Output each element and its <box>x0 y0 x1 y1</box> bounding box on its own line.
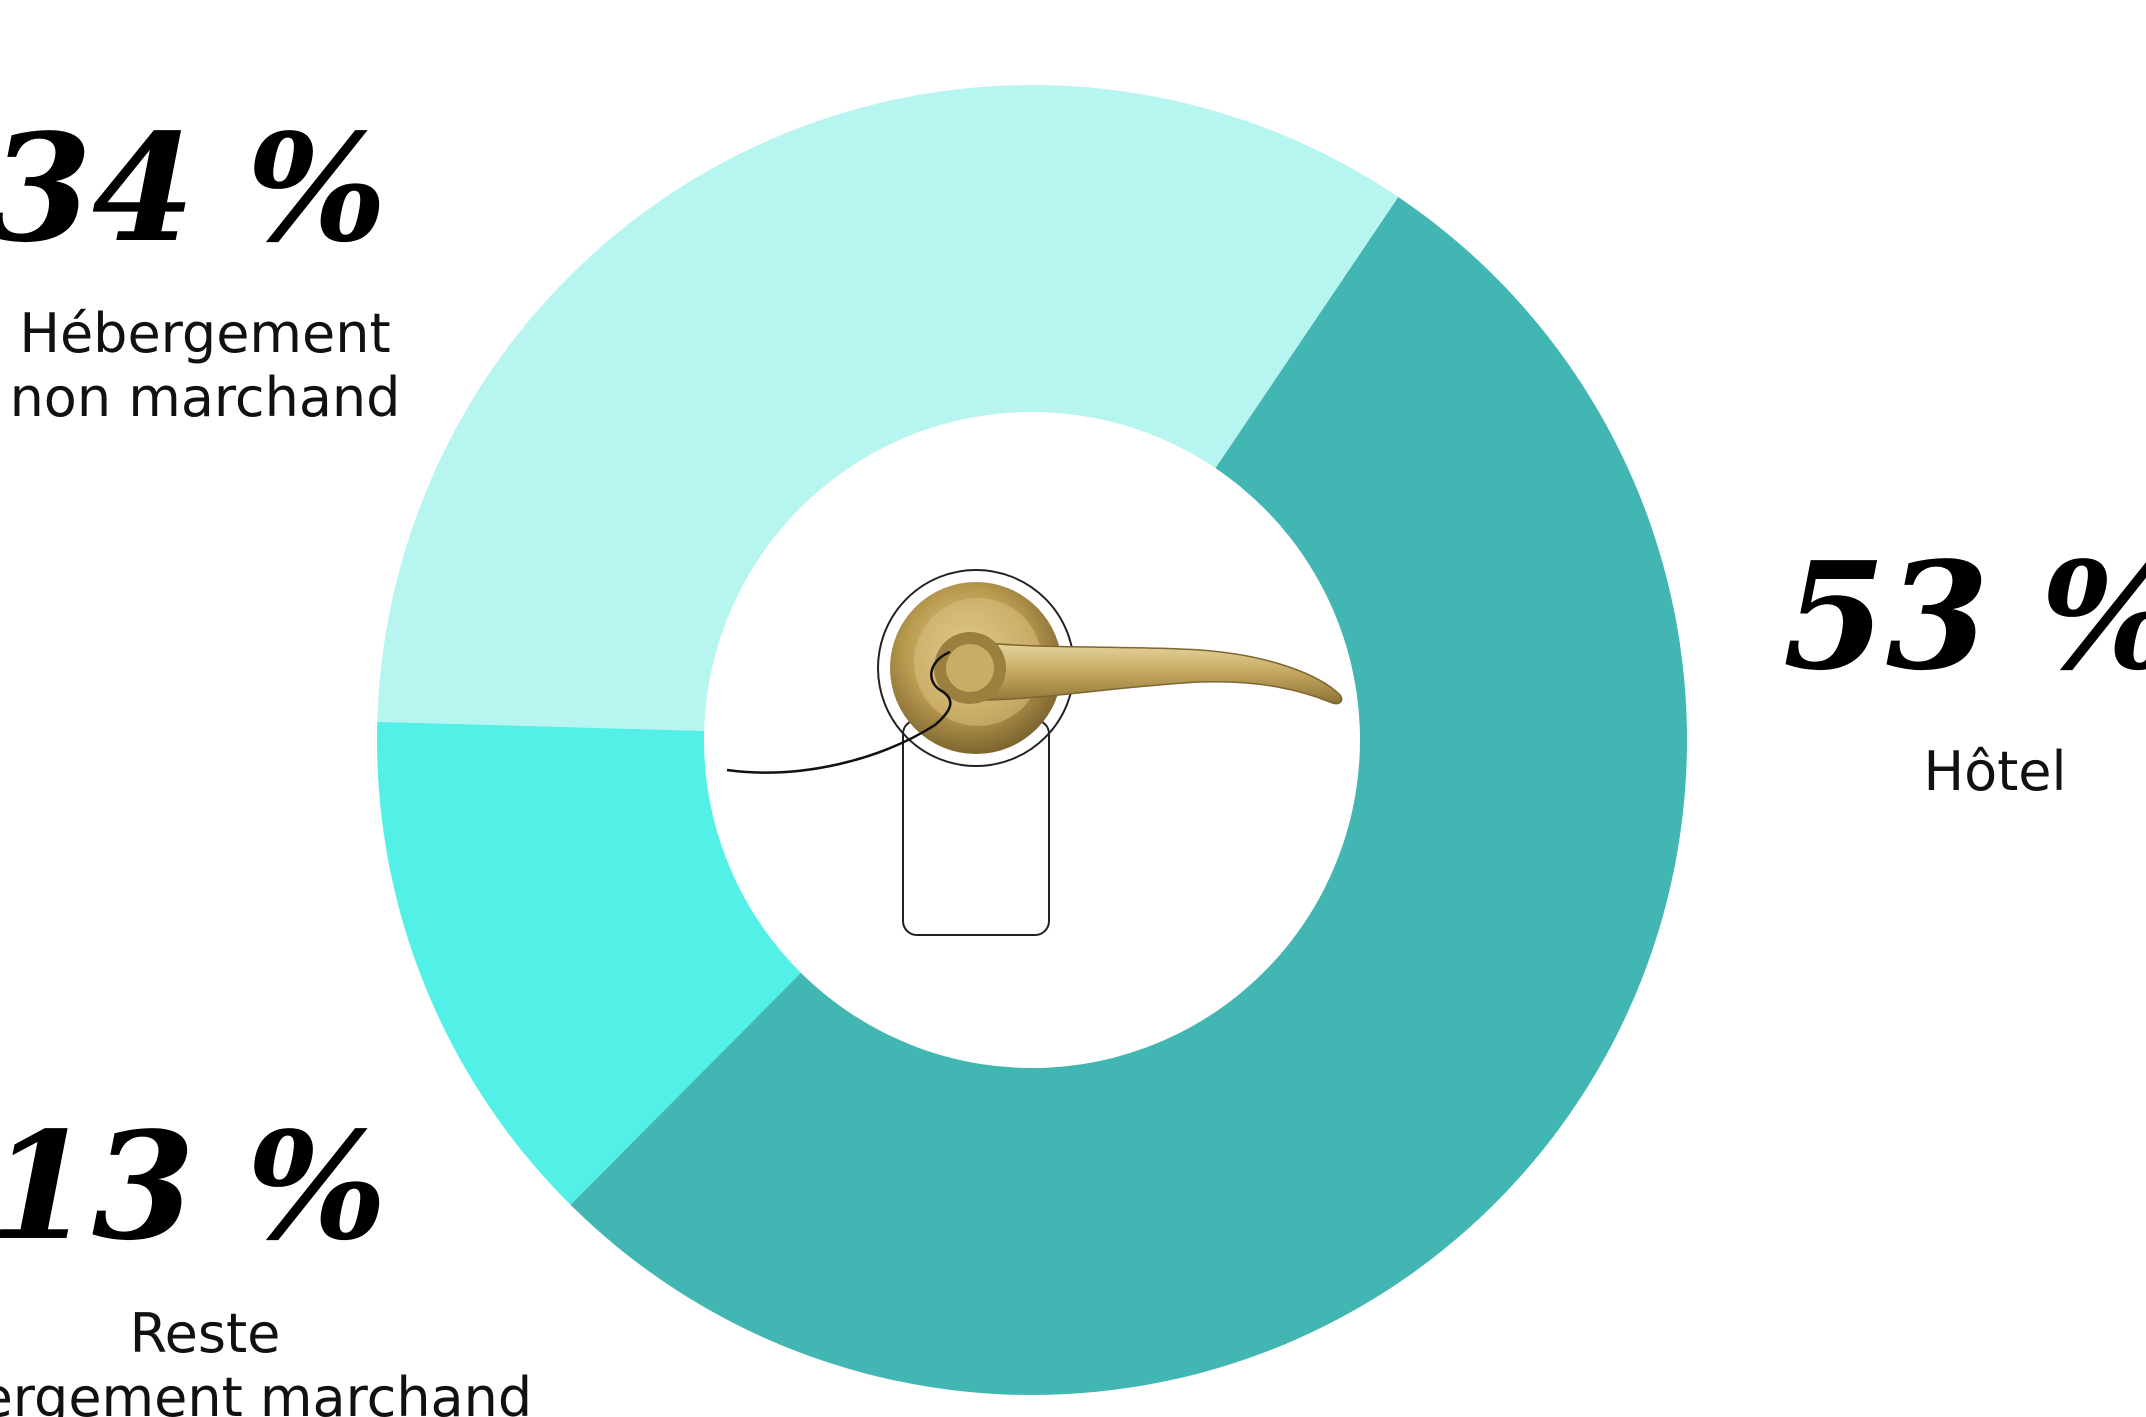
slice-category-label: non marchand <box>10 366 401 429</box>
slice-reste-h-bergement-marchand <box>377 721 801 1205</box>
slice-labels: 53 % Hôtel 13 % Restehébergement marchand 34… <box>0 101 2146 1417</box>
slice-category-label: hébergement marchand <box>0 1366 532 1417</box>
door-handle-icon <box>726 569 1343 936</box>
slice-h-bergement-non-marchand <box>377 85 1399 731</box>
slice-value-label: 34 % <box>0 101 387 275</box>
slice-category-label: Hébergement <box>19 302 390 365</box>
donut-slices <box>377 85 1688 1396</box>
slice-value-label: 53 % <box>1783 529 2146 703</box>
slice-value-label: 13 % <box>0 1099 387 1273</box>
slice-category-label: Reste <box>130 1302 281 1365</box>
slice-category-label: Hôtel <box>1923 740 2066 803</box>
slice-h-tel <box>570 196 1688 1396</box>
